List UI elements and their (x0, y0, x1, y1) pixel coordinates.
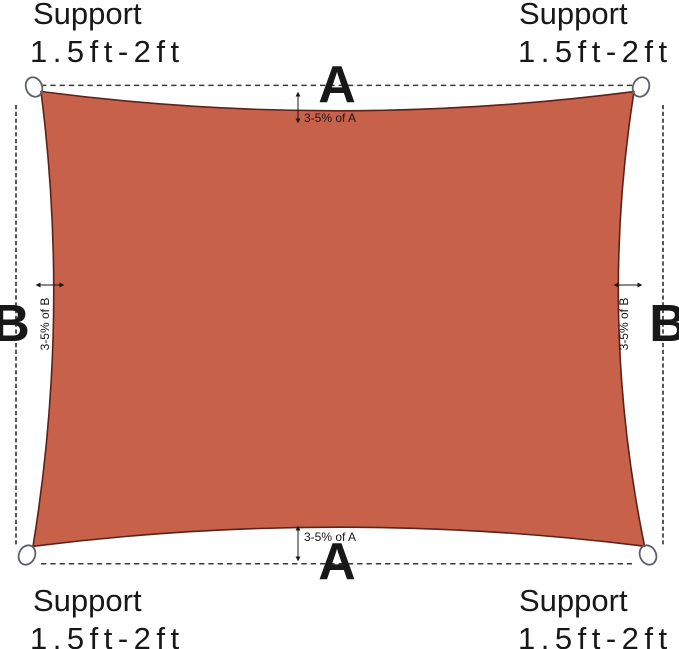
svg-text:1.5ft-2ft: 1.5ft-2ft (518, 34, 673, 69)
svg-text:B: B (0, 295, 30, 353)
svg-text:Support: Support (33, 0, 142, 31)
svg-text:3-5% of A: 3-5% of A (304, 530, 356, 544)
svg-text:B: B (649, 295, 679, 353)
svg-text:Support: Support (519, 0, 628, 31)
svg-text:3-5% of B: 3-5% of B (38, 298, 52, 351)
svg-text:A: A (318, 56, 356, 114)
svg-text:1.5ft-2ft: 1.5ft-2ft (30, 34, 185, 69)
svg-text:3-5% of B: 3-5% of B (617, 298, 631, 351)
svg-text:1.5ft-2ft: 1.5ft-2ft (30, 621, 185, 649)
svg-text:1.5ft-2ft: 1.5ft-2ft (518, 621, 673, 649)
svg-text:3-5% of A: 3-5% of A (304, 111, 356, 125)
svg-text:Support: Support (33, 583, 142, 618)
svg-text:Support: Support (519, 583, 628, 618)
